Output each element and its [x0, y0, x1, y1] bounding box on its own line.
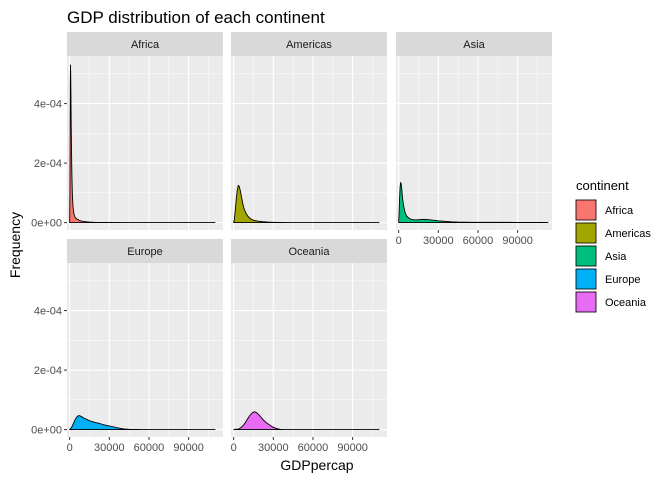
x-tick-label: 60000	[298, 442, 329, 454]
facet-panels: Africa Americas Asia Europe Oceania	[67, 32, 552, 437]
y-tick-label: 4e-04	[34, 306, 62, 318]
legend-label-americas: Americas	[605, 228, 651, 240]
facet-panel-oceania: Oceania	[231, 239, 387, 437]
x-tick-label: 90000	[173, 442, 204, 454]
density-area-europe	[69, 415, 216, 431]
facet-panel-asia: Asia	[396, 32, 552, 230]
legend-swatch-europe	[575, 268, 597, 290]
y-tick-label: 0e+00	[31, 218, 62, 230]
facet-strip-label-europe: Europe	[127, 246, 162, 258]
facet-panel-africa: Africa	[67, 32, 223, 230]
facet-panel-europe: Europe	[67, 239, 223, 437]
x-tick-label: 90000	[337, 442, 368, 454]
facet-strip-label-oceania: Oceania	[289, 246, 331, 258]
chart-title: GDP distribution of each continent	[67, 8, 325, 27]
facet-strip-label-americas: Americas	[286, 39, 332, 51]
legend-swatch-asia	[575, 245, 597, 267]
y-tick-label: 2e-04	[34, 365, 62, 377]
x-tick-label: 90000	[502, 235, 533, 247]
x-tick-label: 60000	[134, 442, 165, 454]
density-area-asia	[398, 181, 549, 224]
facet-strip-label-asia: Asia	[463, 39, 485, 51]
x-tick-label: 30000	[258, 442, 289, 454]
panel-background	[231, 56, 387, 230]
legend-title: continent	[576, 178, 629, 193]
y-axis-label: Frequency	[7, 212, 23, 278]
legend-label-africa: Africa	[605, 205, 634, 217]
x-tick-label: 30000	[423, 235, 454, 247]
y-tick-label: 2e-04	[34, 158, 62, 170]
facet-strip-africa	[67, 32, 223, 56]
legend-swatch-oceania	[575, 291, 597, 313]
panel-background	[67, 56, 223, 230]
panel-background	[396, 56, 552, 230]
density-area-africa	[69, 64, 216, 224]
facet-panel-americas: Americas	[231, 32, 387, 230]
axes: 0e+00 2e-04 4e-04 0 30000 60000 90000 0 30000 600…	[31, 99, 533, 454]
y-tick-label: 4e-04	[34, 99, 62, 111]
panel-background	[231, 263, 387, 437]
legend-label-oceania: Oceania	[605, 297, 647, 309]
panel-background	[67, 263, 223, 437]
x-tick-label: 0	[67, 442, 73, 454]
x-axis-label: GDPpercap	[280, 457, 353, 473]
y-tick-label: 0e+00	[31, 425, 62, 437]
x-tick-label: 30000	[94, 442, 125, 454]
facet-strip-oceania	[231, 239, 387, 263]
facet-strip-label-africa: Africa	[131, 39, 160, 51]
density-area-americas	[233, 184, 380, 224]
x-tick-label: 60000	[463, 235, 494, 247]
legend-label-asia: Asia	[605, 251, 627, 263]
x-tick-label: 0	[231, 442, 237, 454]
facet-strip-americas	[231, 32, 387, 56]
legend-swatch-africa	[575, 199, 597, 221]
facet-strip-europe	[67, 239, 223, 263]
legend-label-europe: Europe	[605, 274, 640, 286]
density-area-oceania	[233, 411, 380, 431]
x-tick-label: 0	[396, 235, 402, 247]
facet-strip-asia	[396, 32, 552, 56]
legend-swatch-americas	[575, 222, 597, 244]
legend: continent Africa Americas Asia Europe Oceani…	[575, 178, 651, 313]
